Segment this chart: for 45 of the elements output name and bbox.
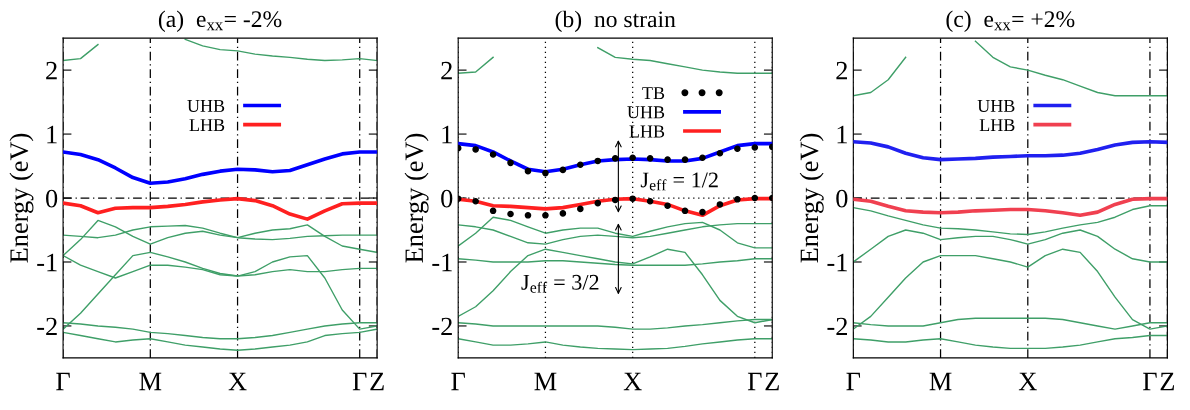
y-tick-label: -1 — [432, 253, 452, 272]
y-tick-label: -1 — [37, 253, 57, 272]
y-tick-label: 0 — [441, 189, 453, 208]
x-tick-label: Z — [1160, 372, 1175, 391]
y-tick-label: -2 — [432, 317, 452, 336]
annotation: J$_{eff}$ = 1/2 — [640, 172, 718, 191]
x-tick-label: Z — [765, 372, 779, 391]
y-tick-label: 0 — [46, 189, 58, 208]
chart-title: (c) e$_{xx}$= +2% — [946, 10, 1075, 32]
y-tick-label: 1 — [442, 125, 452, 144]
x-tick-label: X — [623, 372, 642, 391]
x-tick-label: Γ — [352, 372, 367, 391]
y-tick-label: -2 — [37, 317, 57, 336]
x-tick-label: Γ — [451, 372, 465, 391]
y-tick-label: 1 — [47, 125, 57, 144]
legend-label: LHB — [979, 119, 1015, 132]
x-tick-label: X — [1018, 372, 1037, 391]
y-tick-label: 1 — [837, 125, 847, 144]
legend-label: UHB — [187, 99, 225, 112]
annotation: J$_{eff}$ = 3/2 — [521, 274, 599, 293]
x-tick-label: M — [929, 372, 952, 391]
y-tick-label: 2 — [46, 61, 57, 80]
x-tick-label: Γ — [1143, 372, 1157, 391]
y-axis-title: Energy (eV) — [9, 133, 34, 263]
y-tick-label: 2 — [441, 61, 452, 80]
x-tick-label: M — [534, 372, 557, 391]
y-tick-label: -2 — [827, 317, 847, 336]
legend-label: LHB — [189, 119, 225, 132]
x-tick-label: Z — [370, 372, 384, 391]
y-tick-label: 0 — [836, 189, 848, 208]
legend-label: UHB — [977, 99, 1015, 112]
x-tick-label: Γ — [846, 372, 861, 391]
legend-label: UHB — [627, 106, 665, 119]
legend-label: TB — [642, 87, 665, 100]
x-tick-label: M — [139, 372, 162, 391]
x-tick-label: Γ — [747, 372, 762, 391]
y-tick-label: 2 — [836, 61, 847, 80]
y-axis-title: Energy (eV) — [404, 133, 429, 263]
chart-title: (a) e$_{xx}$= -2% — [158, 10, 282, 32]
x-tick-label: X — [228, 372, 247, 391]
y-axis-title: Energy (eV) — [799, 133, 824, 263]
y-tick-label: -1 — [827, 253, 847, 272]
chart-title: (b) no strain — [555, 10, 676, 33]
x-tick-label: Γ — [56, 372, 70, 391]
legend-label: LHB — [629, 125, 665, 138]
